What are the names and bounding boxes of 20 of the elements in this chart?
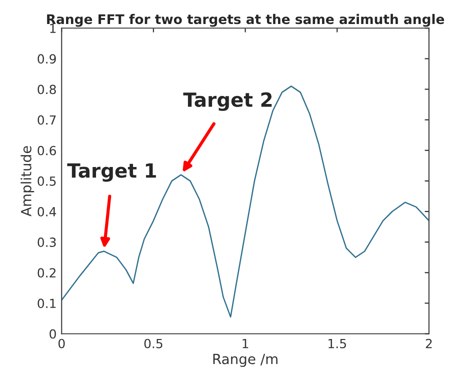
y-tick-label: 0	[50, 329, 56, 339]
y-axis-title: Amplitude	[20, 146, 34, 216]
x-tick-label: 1	[242, 338, 248, 348]
y-tick-label: 0.5	[38, 176, 56, 186]
y-tick-label: 0.6	[38, 146, 56, 156]
x-tick-label: 2	[426, 338, 432, 348]
y-tick-label: 0.2	[38, 268, 56, 278]
annotation: Target 1	[67, 163, 156, 182]
y-tick-label: 0.1	[38, 298, 56, 308]
y-tick-label: 0.9	[38, 54, 56, 64]
line-series	[62, 86, 429, 318]
x-tick-label: 1.5	[328, 338, 346, 348]
y-tick-label: 0.8	[38, 84, 56, 94]
annotation: Target 2	[183, 92, 272, 111]
y-tick-label: 0.4	[38, 206, 56, 216]
x-tick-label: 0.5	[144, 338, 162, 348]
x-axis-title: Range /m	[213, 354, 278, 367]
x-tick-label: 0	[58, 338, 65, 348]
y-tick-label: 0.7	[38, 115, 56, 125]
y-tick-label: 0.3	[38, 238, 56, 247]
